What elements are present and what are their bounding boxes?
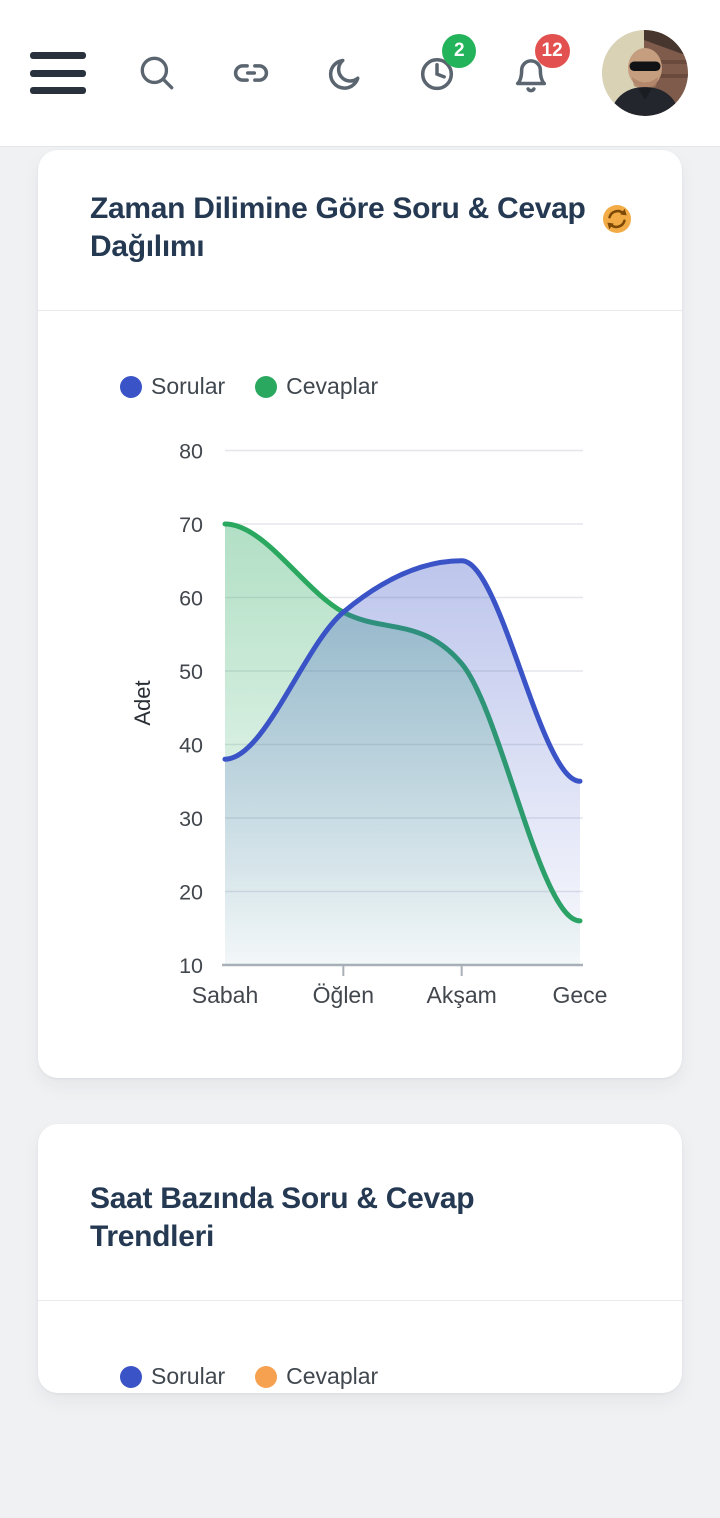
legend-label: Cevaplar xyxy=(286,1363,379,1389)
bell-icon[interactable]: 12 xyxy=(509,34,570,97)
legend-label: Sorular xyxy=(151,373,226,399)
search-icon[interactable] xyxy=(135,49,179,97)
legend-label: Sorular xyxy=(151,1363,226,1389)
series-area-sorular xyxy=(225,560,580,965)
timeofday-area-chart[interactable]: 10 20 30 40 50 60 70 80 Sabah Öğlen Akşam Gece Adet xyxy=(38,418,684,1078)
svg-text:70: 70 xyxy=(179,513,203,537)
svg-text:Adet: Adet xyxy=(130,680,155,725)
clock-icon[interactable]: 2 xyxy=(415,34,477,97)
avatar-photo xyxy=(601,30,688,116)
menu-icon[interactable] xyxy=(30,52,86,94)
series-line-sorular xyxy=(222,558,583,784)
link-icon[interactable] xyxy=(229,49,273,97)
card-divider xyxy=(38,310,682,311)
clock-badge: 2 xyxy=(442,34,477,68)
svg-text:Akşam: Akşam xyxy=(427,982,497,1008)
svg-text:40: 40 xyxy=(179,734,203,758)
refresh-icon[interactable] xyxy=(602,204,632,234)
card-divider xyxy=(38,1300,682,1301)
legend-item-sorular[interactable]: Sorular xyxy=(120,373,225,400)
legend-label: Cevaplar xyxy=(286,373,379,399)
timeofday-chart-legend: Sorular Cevaplar xyxy=(120,373,682,400)
timeofday-card-title: Zaman Dilimine Göre Soru & Cevap Dağılım… xyxy=(90,192,586,263)
hourly-trends-card-title: Saat Bazında Soru & Cevap Trendleri xyxy=(90,1182,475,1253)
svg-text:30: 30 xyxy=(179,807,203,831)
svg-text:20: 20 xyxy=(179,881,203,905)
svg-text:50: 50 xyxy=(179,660,203,684)
legend-item-sorular[interactable]: Sorular xyxy=(120,1363,225,1390)
avatar[interactable] xyxy=(601,30,688,116)
bell-badge: 12 xyxy=(534,34,570,68)
legend-dot xyxy=(120,1365,142,1388)
legend-item-cevaplar[interactable]: Cevaplar xyxy=(255,1363,378,1390)
svg-text:60: 60 xyxy=(179,587,203,611)
svg-text:Öğlen: Öğlen xyxy=(313,982,374,1008)
svg-text:10: 10 xyxy=(179,954,203,978)
legend-dot xyxy=(255,375,278,398)
svg-text:80: 80 xyxy=(179,440,203,464)
hourly-trends-card: Saat Bazında Soru & Cevap Trendleri Soru… xyxy=(38,1124,682,1393)
hourly-trends-chart-legend: Sorular Cevaplar xyxy=(120,1363,682,1390)
timeofday-chart-card: Zaman Dilimine Göre Soru & Cevap Dağılım… xyxy=(38,150,682,1078)
svg-text:Sabah: Sabah xyxy=(192,982,259,1008)
moon-icon[interactable] xyxy=(322,49,366,97)
top-navbar: 2 12 xyxy=(0,0,720,147)
dashboard-content: Zaman Dilimine Göre Soru & Cevap Dağılım… xyxy=(0,147,720,1393)
legend-dot xyxy=(255,1365,278,1388)
legend-item-cevaplar[interactable]: Cevaplar xyxy=(255,373,378,400)
svg-text:Gece: Gece xyxy=(553,982,608,1008)
legend-dot xyxy=(120,375,142,398)
